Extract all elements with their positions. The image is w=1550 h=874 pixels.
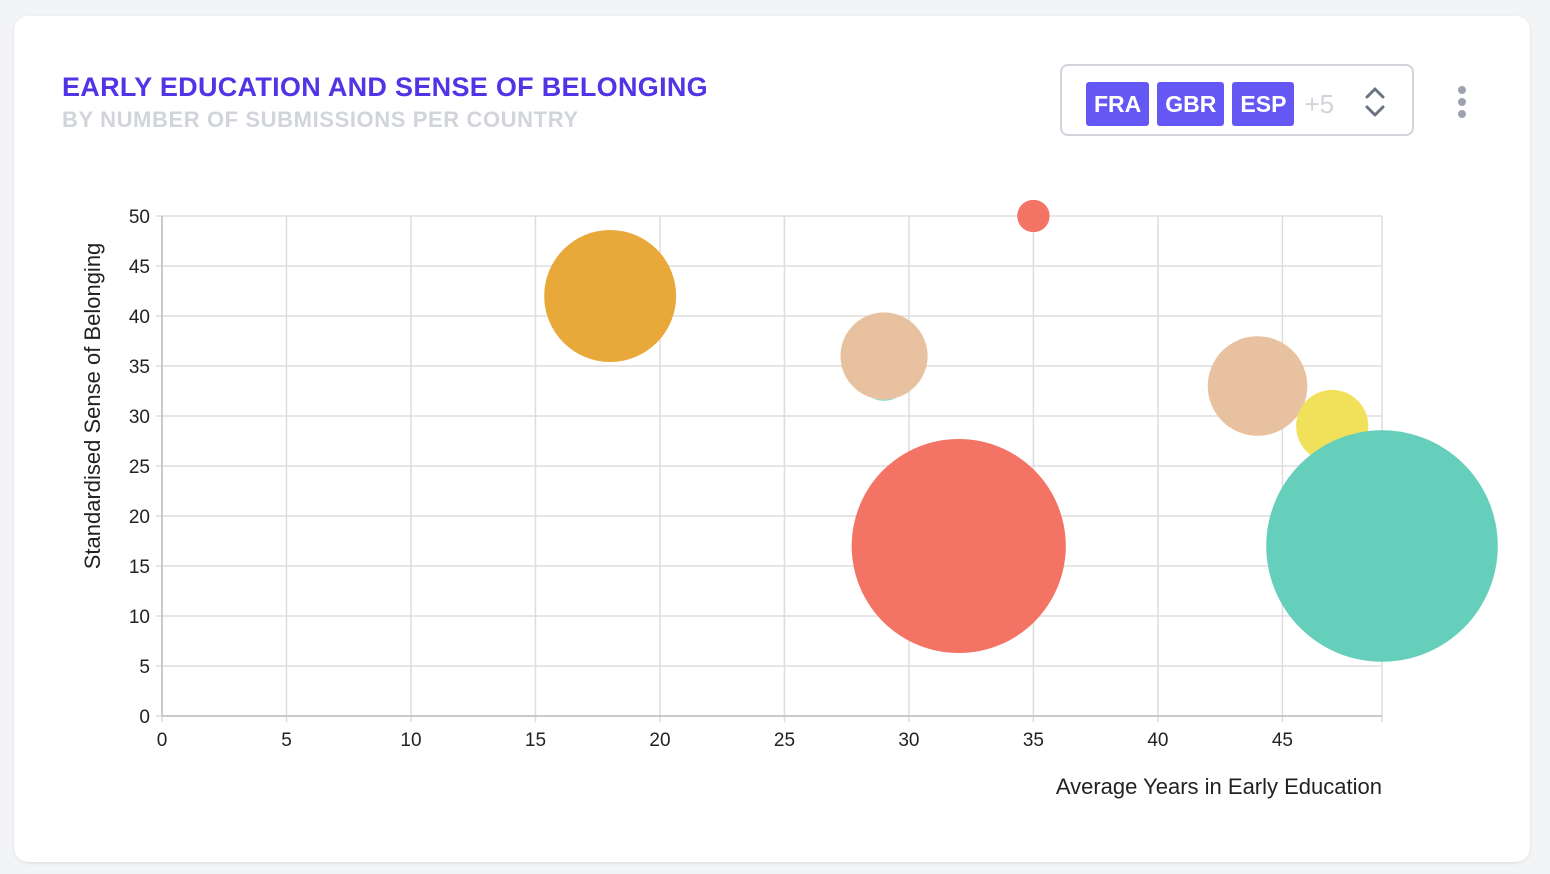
- y-tick-label-0: 0: [139, 707, 150, 728]
- chart-subtitle: BY NUMBER OF SUBMISSIONS PER COUNTRY: [62, 107, 579, 132]
- y-tick-label-35: 35: [129, 357, 150, 378]
- bubble-4[interactable]: [1207, 336, 1308, 436]
- country-tag-fra[interactable]: FRA: [1086, 82, 1150, 126]
- bubble-3[interactable]: [840, 312, 928, 400]
- x-tick-label-45: 45: [1272, 730, 1293, 751]
- y-tick-label-45: 45: [129, 257, 150, 278]
- axes: [161, 216, 1382, 717]
- x-tick-label-25: 25: [774, 730, 795, 751]
- x-tick-label-35: 35: [1023, 730, 1044, 751]
- x-tick-label-5: 5: [281, 730, 292, 751]
- bubble-7[interactable]: [1266, 430, 1498, 662]
- y-tick-label-10: 10: [129, 607, 150, 628]
- x-axis-title: Average Years in Early Education: [1056, 774, 1382, 799]
- y-tick-label-20: 20: [129, 507, 150, 528]
- horizontal-gridlines: [156, 215, 1382, 717]
- y-tick-label-50: 50: [129, 207, 150, 228]
- bubble-chart: 0 5 10 15 20 25 30 35 40 45 05101520253035404550 …: [80, 199, 1498, 799]
- y-axis-title: Standardised Sense of Belonging: [80, 243, 105, 570]
- kebab-menu-icon[interactable]: [1450, 84, 1474, 120]
- selected-country-tags: FRA GBR ESP +5: [1086, 82, 1334, 126]
- x-tick-label-15: 15: [525, 730, 546, 751]
- y-tick-label-40: 40: [129, 307, 150, 328]
- vertical-gridlines: [161, 216, 1383, 722]
- bubbles: [544, 199, 1498, 662]
- x-tick-label-0: 0: [157, 730, 168, 751]
- more-countries-count: +5: [1304, 88, 1335, 119]
- bubble-6[interactable]: [851, 438, 1066, 654]
- y-tick-label-30: 30: [129, 407, 150, 428]
- x-tick-label-30: 30: [898, 730, 919, 751]
- chart-title: EARLY EDUCATION AND SENSE OF BELONGING: [62, 72, 708, 102]
- bubble-1[interactable]: [1017, 199, 1050, 233]
- chart-card: EARLY EDUCATION AND SENSE OF BELONGING B…: [14, 16, 1530, 862]
- chevron-up-down-icon[interactable]: [1364, 86, 1386, 118]
- x-tick-label-10: 10: [400, 730, 421, 751]
- x-tick-labels: 0 5 10 15 20 25 30 35 40 45: [157, 730, 1293, 751]
- country-multiselect[interactable]: FRA GBR ESP +5: [1060, 64, 1414, 136]
- x-tick-label-40: 40: [1147, 730, 1168, 751]
- country-tag-esp[interactable]: ESP: [1232, 82, 1295, 126]
- x-tick-label-20: 20: [649, 730, 670, 751]
- bubble-0[interactable]: [544, 230, 677, 362]
- country-tag-gbr[interactable]: GBR: [1157, 82, 1225, 126]
- card-header: EARLY EDUCATION AND SENSE OF BELONGING B…: [62, 72, 708, 133]
- y-tick-labels: 0 5 10 15 20 25 30 35 40 45 50: [129, 207, 150, 728]
- y-tick-label-25: 25: [129, 457, 150, 478]
- y-tick-label-15: 15: [129, 557, 150, 578]
- y-tick-label-5: 5: [139, 657, 150, 678]
